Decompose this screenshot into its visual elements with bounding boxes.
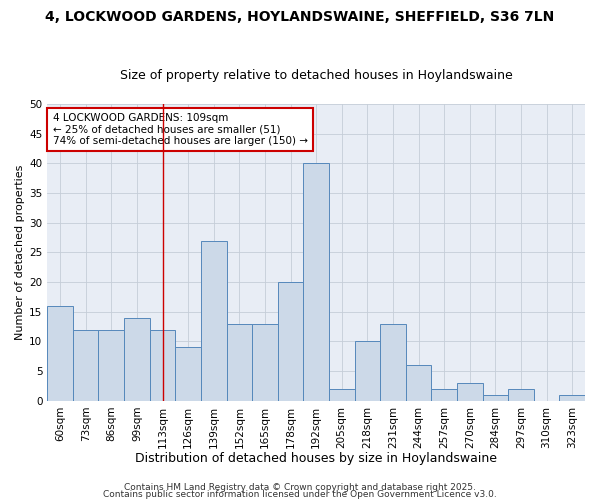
Bar	[559, 395, 585, 401]
Bar	[98, 330, 124, 401]
Bar	[175, 348, 201, 401]
Bar	[150, 330, 175, 401]
Bar	[508, 389, 534, 401]
Bar	[47, 306, 73, 401]
Bar	[201, 240, 227, 401]
Bar	[457, 383, 482, 401]
Bar	[482, 395, 508, 401]
Y-axis label: Number of detached properties: Number of detached properties	[15, 164, 25, 340]
Bar	[329, 389, 355, 401]
Text: 4, LOCKWOOD GARDENS, HOYLANDSWAINE, SHEFFIELD, S36 7LN: 4, LOCKWOOD GARDENS, HOYLANDSWAINE, SHEF…	[46, 10, 554, 24]
Bar	[124, 318, 150, 401]
Bar	[73, 330, 98, 401]
Bar	[252, 324, 278, 401]
Bar	[406, 365, 431, 401]
Title: Size of property relative to detached houses in Hoylandswaine: Size of property relative to detached ho…	[120, 69, 512, 82]
Bar	[431, 389, 457, 401]
Bar	[227, 324, 252, 401]
Text: Contains public sector information licensed under the Open Government Licence v3: Contains public sector information licen…	[103, 490, 497, 499]
Text: Contains HM Land Registry data © Crown copyright and database right 2025.: Contains HM Land Registry data © Crown c…	[124, 484, 476, 492]
Text: 4 LOCKWOOD GARDENS: 109sqm
← 25% of detached houses are smaller (51)
74% of semi: 4 LOCKWOOD GARDENS: 109sqm ← 25% of deta…	[53, 113, 308, 146]
Bar	[278, 282, 304, 401]
Bar	[304, 164, 329, 401]
Bar	[355, 342, 380, 401]
X-axis label: Distribution of detached houses by size in Hoylandswaine: Distribution of detached houses by size …	[135, 452, 497, 465]
Bar	[380, 324, 406, 401]
